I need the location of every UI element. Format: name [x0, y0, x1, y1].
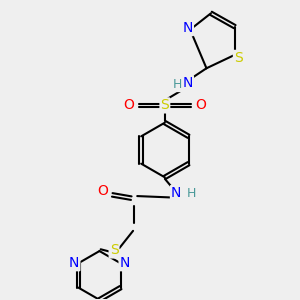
Text: S: S — [160, 98, 169, 112]
Text: N: N — [183, 76, 193, 90]
Text: N: N — [183, 21, 193, 35]
Text: N: N — [171, 186, 181, 200]
Text: O: O — [196, 98, 207, 112]
Text: S: S — [234, 51, 243, 65]
Text: O: O — [97, 184, 108, 198]
Text: N: N — [120, 256, 130, 270]
Text: H: H — [187, 187, 196, 200]
Text: N: N — [69, 256, 80, 270]
Text: S: S — [110, 244, 118, 257]
Text: H: H — [173, 78, 182, 91]
Text: O: O — [123, 98, 134, 112]
